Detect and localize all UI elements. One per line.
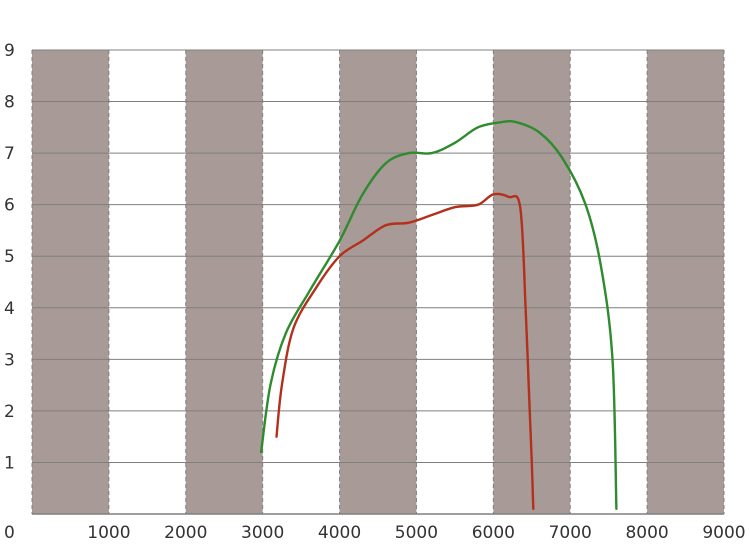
y-tick-label: 9 [4,41,15,61]
x-tick-label: 0 [4,523,15,543]
x-axis-ticks: 0 1000 2000 3000 4000 5000 6000 7000 8000 9000 [4,523,746,543]
series-lines [259,120,618,510]
x-tick-label: 7000 [549,523,592,543]
x-tick-label: 9000 [702,523,745,543]
red-series-line [275,192,535,510]
x-tick-label: 4000 [318,523,361,543]
green-series-line [259,120,618,510]
x-tick-label: 6000 [472,523,515,543]
y-tick-label: 4 [4,299,15,319]
shaded-band [647,50,724,514]
y-tick-label: 6 [4,196,15,216]
y-tick-label: 7 [4,144,15,164]
background-bands [32,50,724,514]
y-axis-ticks: 1 2 3 4 5 6 7 8 9 [4,41,15,473]
y-tick-label: 8 [4,93,15,113]
x-tick-label: 1000 [87,523,130,543]
shaded-band [185,50,263,514]
y-tick-label: 2 [4,402,15,422]
y-tick-label: 5 [4,247,15,267]
x-tick-label: 3000 [241,523,284,543]
x-tick-label: 8000 [625,523,668,543]
shaded-band [339,50,417,514]
shaded-band [32,50,109,514]
x-tick-label: 2000 [164,523,207,543]
y-tick-label: 1 [4,453,15,473]
x-tick-label: 5000 [395,523,438,543]
y-tick-label: 3 [4,350,15,370]
gridlines [31,49,725,515]
